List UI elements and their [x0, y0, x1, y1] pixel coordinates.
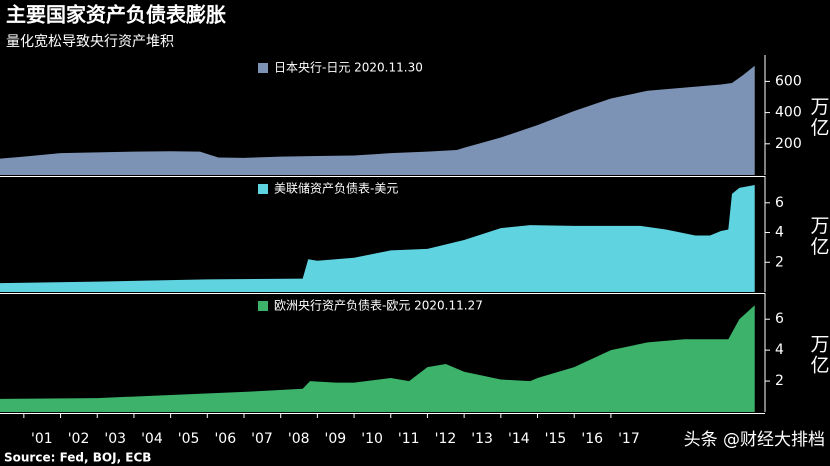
y-tick-label: 600: [775, 73, 802, 89]
x-tick-label: '15: [545, 431, 567, 447]
area: [0, 305, 755, 412]
x-tick-label: '05: [178, 431, 200, 447]
legend-swatch: [258, 184, 268, 194]
chart-title: 主要国家资产负债表膨胀: [6, 3, 226, 27]
x-tick-label: '07: [251, 431, 273, 447]
x-tick-label: '01: [31, 431, 53, 447]
x-tick-label: '16: [581, 431, 603, 447]
y-tick-label: 4: [775, 225, 784, 241]
x-tick-label: '11: [398, 431, 420, 447]
legend-label: 欧洲央行资产负债表-欧元 2020.11.27: [274, 299, 483, 313]
x-tick-label: '17: [618, 431, 640, 447]
y-tick-label: 6: [775, 311, 784, 327]
y-axis-label: 万亿: [808, 97, 830, 139]
y-tick-label: 4: [775, 342, 784, 358]
legend-swatch: [258, 63, 268, 73]
x-tick-label: '03: [104, 431, 126, 447]
y-axis-label: 万亿: [808, 334, 830, 376]
watermark: 头条 @财经大排档: [684, 430, 825, 450]
x-tick-label: '04: [141, 431, 163, 447]
legend-label: 日本央行-日元 2020.11.30: [274, 61, 423, 75]
y-tick-label: 2: [775, 373, 784, 389]
x-tick-label: '09: [325, 431, 347, 447]
x-tick-label: '06: [214, 431, 236, 447]
y-tick-label: 6: [775, 195, 784, 211]
x-tick-label: '08: [288, 431, 310, 447]
source: Source: Fed, BOJ, ECB: [4, 451, 151, 465]
y-tick-label: 400: [775, 105, 802, 121]
legend-label: 美联储资产负债表-美元: [274, 181, 398, 196]
x-tick-label: '13: [471, 431, 493, 447]
y-axis-label: 万亿: [808, 216, 830, 258]
y-tick-label: 200: [775, 136, 802, 152]
area: [0, 65, 755, 175]
area: [0, 184, 755, 292]
chart-subtitle: 量化宽松导致央行资产堆积: [6, 33, 174, 50]
x-tick-label: '02: [68, 431, 90, 447]
x-tick-label: '10: [361, 431, 383, 447]
legend-swatch: [258, 301, 268, 311]
y-tick-label: 2: [775, 254, 784, 270]
x-tick-label: '14: [508, 431, 530, 447]
x-tick-label: '12: [435, 431, 457, 447]
